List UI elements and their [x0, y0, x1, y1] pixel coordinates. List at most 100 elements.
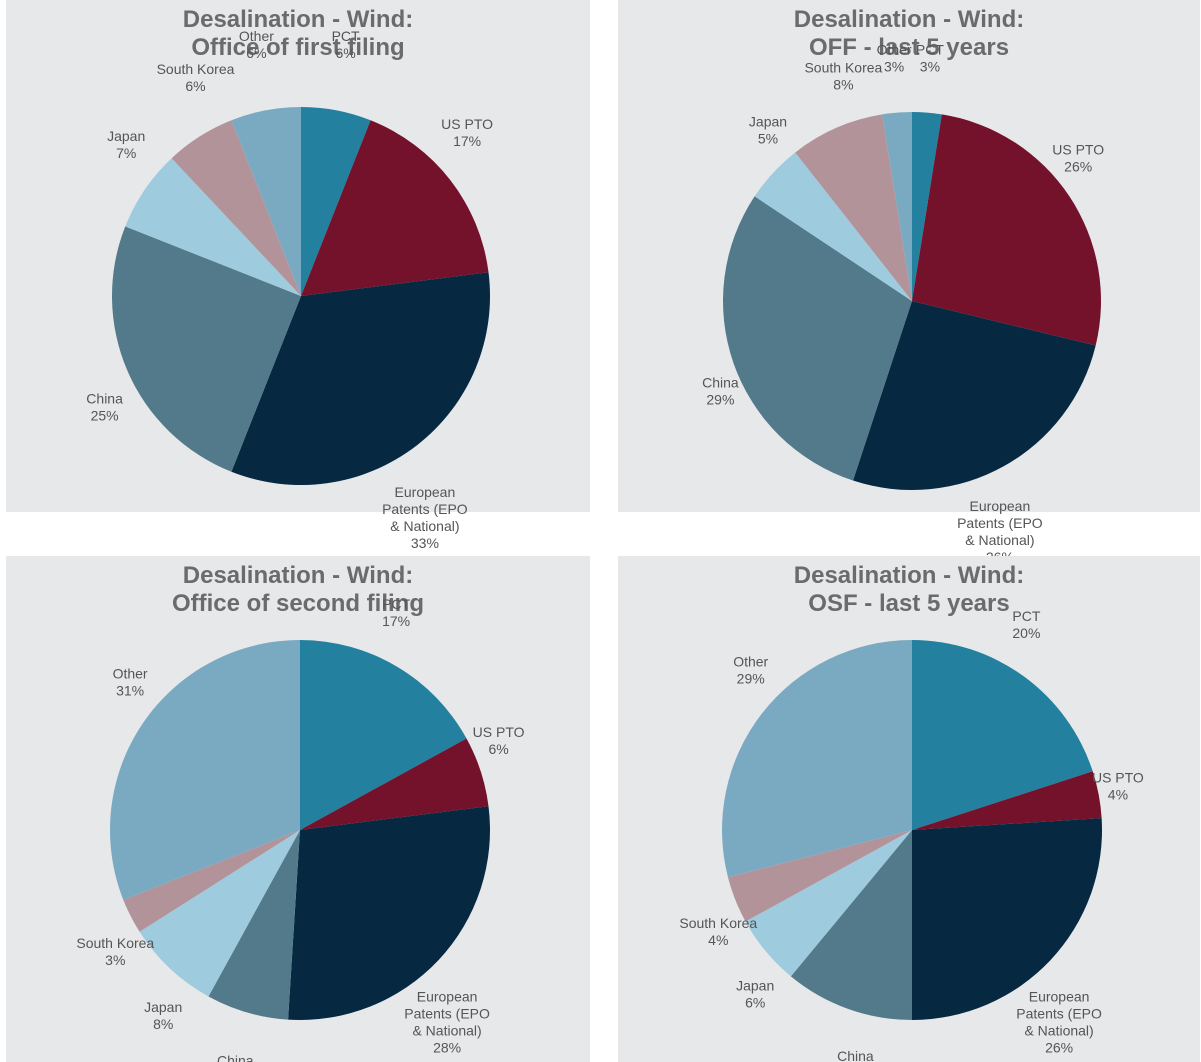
slice-label-line: 6% — [185, 78, 205, 94]
pie-chart-office-of-first-filing: Desalination - Wind: Office of first fil… — [6, 0, 590, 551]
pie-slice-pct — [301, 107, 371, 296]
pie-slice-european-patents-epo-national — [853, 301, 1096, 490]
slice-label-line: PCT — [382, 596, 410, 612]
slice-label-other: Other 3% — [877, 42, 912, 75]
slice-label-south-korea: South Korea 8% — [804, 60, 882, 93]
chart-title-line-2: OFF - last 5 years — [808, 34, 1010, 61]
slice-label-line: China — [702, 375, 739, 391]
slice-label-us-pto: US PTO 26% — [1052, 142, 1104, 175]
slice-label-line: 7% — [116, 145, 136, 161]
slice-label-line: US PTO — [473, 724, 525, 740]
slice-label-japan: Japan 5% — [749, 113, 787, 146]
slice-label-line: 26% — [1045, 1040, 1073, 1056]
slice-label-line: & National) — [1024, 1023, 1093, 1039]
slice-label-line: 6% — [488, 741, 508, 757]
slice-label-line: 8% — [833, 77, 853, 93]
slice-label-line: 25% — [91, 407, 119, 423]
pie-slice-european-patents-epo-national — [231, 272, 491, 486]
pie-slice-china — [208, 830, 300, 1020]
pie-slice-china — [111, 226, 301, 472]
slice-label-line: Other — [877, 42, 912, 58]
pie-slice-us-pto — [300, 738, 489, 830]
slice-label-line: 29% — [737, 671, 765, 687]
slice-label-line: 29% — [706, 392, 734, 408]
slice-label-line: European — [395, 484, 456, 500]
slice-label-us-pto: US PTO 17% — [441, 116, 493, 149]
pie-slice-japan — [745, 830, 912, 977]
slice-label-line: Japan — [749, 113, 787, 129]
slice-label-line: 31% — [116, 682, 144, 698]
slice-label-pct: PCT 3% — [916, 42, 944, 75]
slice-label-pct: PCT 20% — [1012, 608, 1040, 641]
slice-label-other: Other 31% — [113, 665, 148, 698]
chart-title-line-1: Desalination - Wind: — [793, 562, 1025, 589]
slice-label-line: 8% — [153, 1016, 173, 1032]
slice-label-line: South Korea — [679, 915, 757, 931]
pie-slice-japan — [754, 152, 912, 301]
slice-label-line: Patents (EPO — [957, 515, 1043, 531]
slice-label-line: Japan — [144, 999, 182, 1015]
pie-slice-us-pto — [912, 771, 1102, 830]
slice-label-line: US PTO — [1092, 769, 1144, 785]
slice-label-line: Patents (EPO — [404, 1006, 490, 1022]
slice-label-other: Other 6% — [239, 28, 274, 61]
slice-label-line: & National) — [965, 532, 1034, 548]
chart-title: Desalination - Wind: Office of first fil… — [6, 6, 590, 62]
slice-label-line: China — [217, 1053, 254, 1062]
slice-label-south-korea: South Korea 6% — [157, 61, 235, 94]
slice-label-line: South Korea — [76, 935, 154, 951]
slice-label-european-patents-epo-national: European Patents (EPO & National) 28% — [404, 989, 490, 1056]
slice-label-line: Japan — [736, 978, 774, 994]
pie-chart-osf-last-5-years: Desalination - Wind: OSF - last 5 years … — [618, 556, 1200, 1062]
chart-title: Desalination - Wind: OSF - last 5 years — [618, 562, 1200, 618]
slice-label-line: Patents (EPO — [1016, 1006, 1102, 1022]
slice-label-line: Japan — [107, 128, 145, 144]
chart-title-line-1: Desalination - Wind: — [182, 562, 414, 589]
slice-label-japan: Japan 6% — [736, 978, 774, 1011]
slice-label-line: US PTO — [441, 116, 493, 132]
slice-label-line: PCT — [916, 42, 944, 58]
slice-label-pct: PCT 17% — [382, 596, 410, 629]
pie-slice-pct — [912, 112, 942, 301]
pie-slice-european-patents-epo-national — [288, 806, 490, 1021]
slice-label-line: 6% — [745, 995, 765, 1011]
slice-label-line: Other — [113, 665, 148, 681]
slice-label-line: Patents (EPO — [382, 501, 468, 517]
pie-slice-south-korea — [795, 114, 912, 302]
pie-chart-office-of-second-filing: Desalination - Wind: Office of second fi… — [6, 556, 590, 1062]
slice-label-line: China — [86, 390, 123, 406]
pie-slice-us-pto — [912, 114, 1101, 346]
slice-label-japan: Japan 7% — [107, 128, 145, 161]
slice-label-line: 17% — [453, 133, 481, 149]
pie-slice-south-korea — [123, 830, 300, 932]
pie-plot: PCT 17% US PTO 6% European Patents (EPO & Nati… — [76, 596, 525, 1062]
slice-label-line: 4% — [708, 932, 728, 948]
slice-label-line: PCT — [1012, 608, 1040, 624]
slice-label-line: 3% — [884, 59, 904, 75]
chart-title-line-1: Desalination - Wind: — [793, 6, 1025, 33]
slice-label-japan: Japan 8% — [144, 999, 182, 1032]
slice-label-line: 6% — [335, 45, 355, 61]
slice-label-line: 33% — [411, 535, 439, 551]
slice-label-line: Other — [239, 28, 274, 44]
slice-label-china: China7% — [217, 1053, 254, 1062]
chart-title: Desalination - Wind: Office of second fi… — [6, 562, 590, 618]
pie-plot: PCT 20% US PTO 4% European Patents (EPO & Nati… — [679, 608, 1144, 1062]
slice-label-line: 20% — [1012, 625, 1040, 641]
pie-slice-japan — [125, 158, 302, 296]
pie-slice-japan — [139, 830, 300, 997]
chart-title-line-1: Desalination - Wind: — [182, 6, 414, 33]
pie-slice-european-patents-epo-national — [912, 818, 1103, 1020]
pie-slice-other — [722, 640, 912, 878]
chart-title-line-2: Office of second filing — [171, 590, 424, 617]
chart-title-line-2: Office of first filing — [191, 34, 405, 61]
slice-label-china: China11% — [837, 1048, 874, 1062]
pie-slice-south-korea — [171, 120, 301, 297]
slice-label-european-patents-epo-national: European Patents (EPO & National) 33% — [382, 484, 468, 551]
pie-slice-china — [790, 830, 912, 1020]
pie-slice-other — [231, 107, 301, 296]
slice-label-line: 28% — [433, 1040, 461, 1056]
slice-label-line: South Korea — [157, 61, 235, 77]
slice-label-line: Other — [733, 654, 768, 670]
